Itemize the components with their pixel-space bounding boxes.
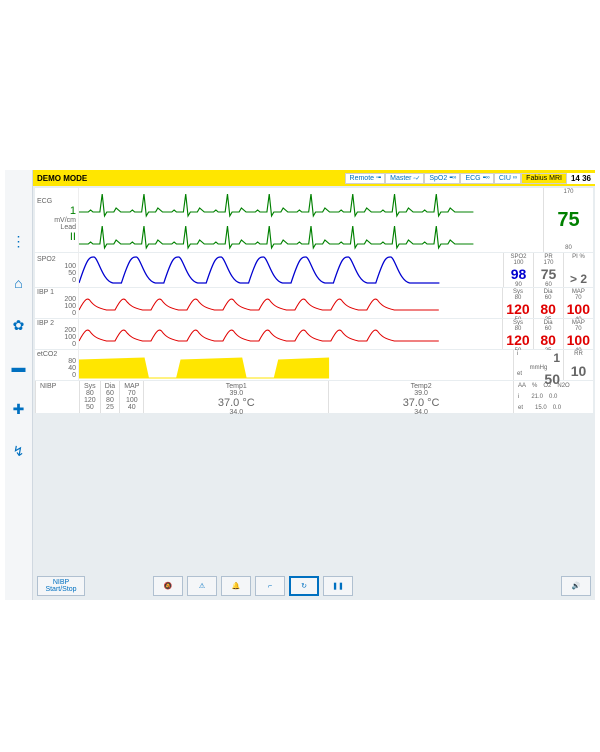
ibp2-wave <box>79 319 502 349</box>
nibp-label: NIBP <box>35 381 79 413</box>
bell-off-icon: 🔕 <box>164 582 173 590</box>
rr-box: RR 10 <box>563 350 593 380</box>
etco2-label-col: etCO2 80 40 0 <box>35 350 79 380</box>
nav-patient-icon[interactable]: ⋮ <box>8 230 30 252</box>
alarm-suspend-icon: ⚠ <box>199 582 205 590</box>
rotate-button[interactable]: ↻ <box>289 576 319 596</box>
ibp1-wave <box>79 288 502 318</box>
left-nav: ⋮ ⌂ ✿ ▬ ✚ ↯ <box>5 170 33 600</box>
status-master[interactable]: Master▫ ✓ <box>385 173 424 184</box>
ecg-row: ECG 1 mV/cm Lead II 170 <box>35 188 593 252</box>
step-icon: ⌐ <box>268 583 272 590</box>
status-ciu[interactable]: CIU∞ <box>494 173 521 184</box>
ecg-wave <box>79 188 543 252</box>
sound-button[interactable]: 🔊 <box>561 576 591 596</box>
ibp2-map: MAP7010040 <box>563 319 593 349</box>
etco2-num: i1 mmHg et50 RR 10 <box>513 350 593 380</box>
pr-value: 75 <box>537 266 560 282</box>
etco2-label: etCO2 <box>37 351 57 358</box>
hr-box: 170 75 80 <box>543 188 593 252</box>
spo2-svg <box>79 253 503 287</box>
status-remote[interactable]: Remote▫ ▪▪ <box>345 173 386 184</box>
nav-kit-icon[interactable]: ✚ <box>8 398 30 420</box>
status-fabius[interactable]: Fabius MRI <box>521 173 567 184</box>
bottom-bar: NIBP Start/Stop 🔕 ⚠ 🔔 ⌐ ↻ ❚❚ 🔊 <box>33 572 595 600</box>
pi-box: PI % > 2 <box>563 253 593 287</box>
nav-bed-icon[interactable]: ▬ <box>8 356 30 378</box>
ibp1-sys: Sys8012050 <box>502 288 532 318</box>
ibp1-label: IBP 1 <box>37 289 54 296</box>
top-bar: DEMO MODE Remote▫ ▪▪ Master▫ ✓ SpO2▪▪ ∞ … <box>33 170 595 186</box>
status-ecg[interactable]: ECG▪▪ ∞ <box>460 173 493 184</box>
ecg-label: ECG <box>37 198 52 205</box>
etco2-row: etCO2 80 40 0 i1 mmHg et50 <box>35 350 593 380</box>
ibp1-label-col: IBP 1 200 100 0 <box>35 288 79 318</box>
nibp-map: MAP7010040 <box>119 381 143 413</box>
ibp1-row: IBP 1 200 100 0 Sys8012050 Dia608025 MAP… <box>35 288 593 318</box>
ecg-label-col: ECG 1 mV/cm Lead II <box>35 188 79 252</box>
nav-settings-icon[interactable]: ✿ <box>8 314 30 336</box>
waveform-panel: ECG 1 mV/cm Lead II 170 <box>33 186 595 572</box>
nibp-sys: Sys8012050 <box>79 381 100 413</box>
etco2-wave <box>79 350 513 380</box>
temp1-box: Temp139.037.0 °C34.0 <box>143 381 328 413</box>
spo2-wave <box>79 253 503 287</box>
speaker-icon: 🔊 <box>572 582 581 590</box>
alarm-suspend-button[interactable]: ⚠ <box>187 576 217 596</box>
pause-icon: ❚❚ <box>332 582 344 590</box>
hr-lo: 80 <box>547 245 590 251</box>
pr-box: PR 170 75 60 <box>533 253 563 287</box>
pi-value: > 2 <box>567 272 590 286</box>
ecg-lead-val: II <box>70 231 76 243</box>
clock: 14 36 <box>567 173 595 184</box>
alarm-silence-button[interactable]: 🔕 <box>153 576 183 596</box>
ibp2-dia: Dia608025 <box>533 319 563 349</box>
nibp-row: NIBP Sys8012050 Dia608025 MAP7010040 Tem… <box>35 381 593 413</box>
etco2-box: i1 mmHg et50 <box>513 350 563 380</box>
nav-home-icon[interactable]: ⌂ <box>8 272 30 294</box>
spo2-row: SPO2 100 50 0 SPO2 100 98 90 <box>35 253 593 287</box>
rotate-icon: ↻ <box>301 582 307 590</box>
pause-button[interactable]: ❚❚ <box>323 576 353 596</box>
nibp-dia: Dia608025 <box>100 381 120 413</box>
hr-hi: 170 <box>547 189 590 195</box>
spo2-value: 98 <box>507 266 530 282</box>
hr-value: 75 <box>547 209 590 232</box>
status-spo2[interactable]: SpO2▪▪ ∞ <box>424 173 460 184</box>
temp2-box: Temp239.037.0 °C34.0 <box>328 381 513 413</box>
ibp2-sys: Sys8012050 <box>502 319 532 349</box>
ibp1-dia: Dia608025 <box>533 288 563 318</box>
monitor-screen: ⋮ ⌂ ✿ ▬ ✚ ↯ DEMO MODE Remote▫ ▪▪ Master▫… <box>5 170 595 600</box>
ibp1-map: MAP7010040 <box>563 288 593 318</box>
status-row: Remote▫ ▪▪ Master▫ ✓ SpO2▪▪ ∞ ECG▪▪ ∞ CI… <box>345 173 595 184</box>
wrench-bell-icon: 🔔 <box>232 582 241 590</box>
waveform-button[interactable]: ⌐ <box>255 576 285 596</box>
ecg-svg <box>79 188 543 252</box>
ecg-num: 170 75 80 <box>543 188 593 252</box>
ibp2-label-col: IBP 2 200 100 0 <box>35 319 79 349</box>
demo-mode-label: DEMO MODE <box>37 174 87 183</box>
ibp2-num: Sys8012050 Dia608025 MAP7010040 <box>502 319 593 349</box>
nibp-start-button[interactable]: NIBP Start/Stop <box>37 576 85 596</box>
main-panel: DEMO MODE Remote▫ ▪▪ Master▫ ✓ SpO2▪▪ ∞ … <box>33 170 595 600</box>
spo2-box: SPO2 100 98 90 <box>503 253 533 287</box>
ecg-scale: 1 <box>70 205 76 217</box>
ibp2-row: IBP 2 200 100 0 Sys8012050 Dia608025 MAP… <box>35 319 593 349</box>
ecg-lead-label: Lead <box>60 224 76 231</box>
spo2-label: SPO2 <box>37 256 56 263</box>
spo2-num: SPO2 100 98 90 PR 170 75 60 PI % > 2 <box>503 253 593 287</box>
alarm-config-button[interactable]: 🔔 <box>221 576 251 596</box>
nav-export-icon[interactable]: ↯ <box>8 440 30 462</box>
spo2-label-col: SPO2 100 50 0 <box>35 253 79 287</box>
ibp1-num: Sys8012050 Dia608025 MAP7010040 <box>502 288 593 318</box>
ibp2-label: IBP 2 <box>37 320 54 327</box>
ecg-unit: mV/cm <box>54 217 76 224</box>
